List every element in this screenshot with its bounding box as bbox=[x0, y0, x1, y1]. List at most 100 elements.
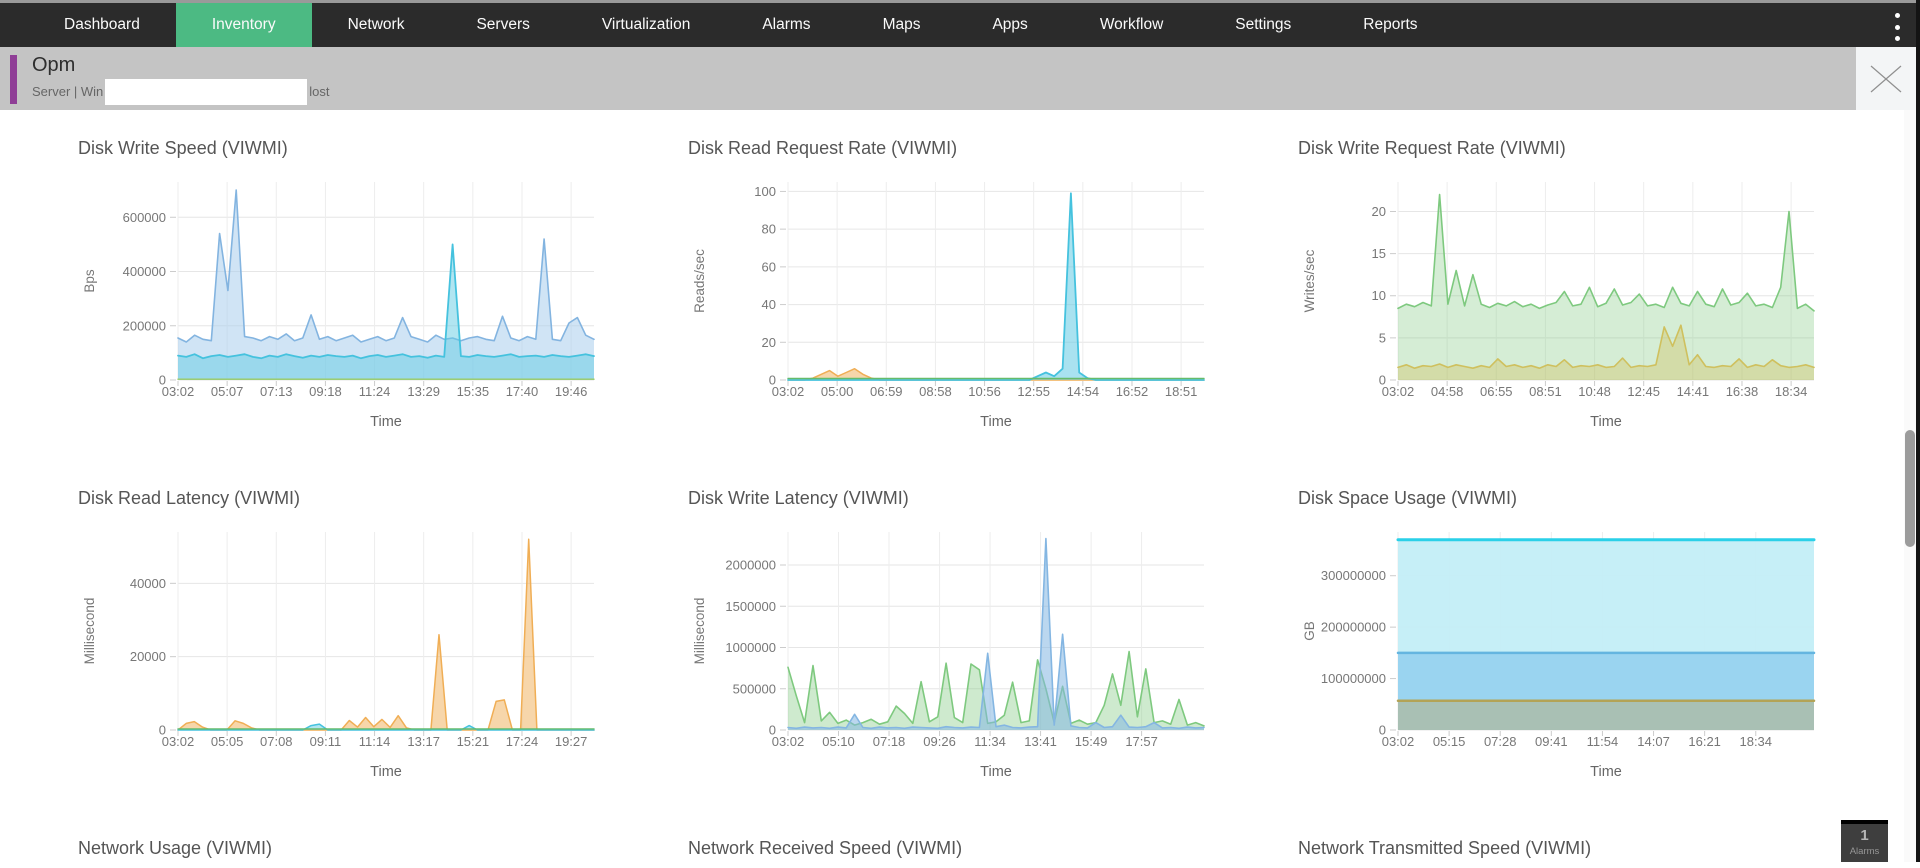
svg-text:Time: Time bbox=[980, 764, 1012, 780]
svg-text:400000: 400000 bbox=[123, 264, 166, 279]
svg-text:06:59: 06:59 bbox=[870, 384, 903, 399]
alarms-badge[interactable]: 1 Alarms bbox=[1841, 820, 1888, 862]
close-button[interactable] bbox=[1856, 47, 1916, 110]
svg-text:05:10: 05:10 bbox=[822, 734, 855, 749]
chart-title: Network Received Speed (VIWMI) bbox=[688, 838, 1298, 860]
svg-text:05:15: 05:15 bbox=[1433, 734, 1466, 749]
svg-text:10:56: 10:56 bbox=[968, 384, 1001, 399]
svg-text:5: 5 bbox=[1379, 330, 1386, 345]
svg-text:09:26: 09:26 bbox=[923, 734, 956, 749]
svg-text:Bps: Bps bbox=[82, 269, 97, 293]
redaction-box bbox=[105, 79, 307, 105]
chart-title: Network Transmitted Speed (VIWMI) bbox=[1298, 838, 1822, 860]
alarms-label: Alarms bbox=[1841, 846, 1888, 857]
top-nav: Dashboard Inventory Network Servers Virt… bbox=[0, 0, 1920, 47]
nav-item-maps[interactable]: Maps bbox=[847, 3, 957, 47]
nav-item-virtualization[interactable]: Virtualization bbox=[566, 3, 726, 47]
svg-text:40: 40 bbox=[762, 297, 776, 312]
nav-item-apps[interactable]: Apps bbox=[956, 3, 1063, 47]
kebab-menu-icon[interactable] bbox=[1890, 13, 1904, 41]
alarms-count: 1 bbox=[1841, 826, 1888, 846]
svg-text:10: 10 bbox=[1372, 288, 1386, 303]
nav-item-dashboard[interactable]: Dashboard bbox=[28, 3, 176, 47]
svg-text:04:58: 04:58 bbox=[1431, 384, 1464, 399]
svg-text:16:21: 16:21 bbox=[1688, 734, 1721, 749]
svg-text:40000: 40000 bbox=[130, 576, 166, 591]
svg-text:05:00: 05:00 bbox=[821, 384, 854, 399]
header-accent-bar bbox=[10, 55, 17, 104]
svg-text:03:02: 03:02 bbox=[162, 734, 195, 749]
svg-text:300000000: 300000000 bbox=[1321, 568, 1386, 583]
svg-text:Writes/sec: Writes/sec bbox=[1302, 249, 1317, 312]
chart-network-transmitted-speed: Network Transmitted Speed (VIWMI) bbox=[1298, 838, 1822, 868]
svg-text:20: 20 bbox=[1372, 204, 1386, 219]
chart-title: Disk Space Usage (VIWMI) bbox=[1298, 488, 1822, 510]
svg-text:13:17: 13:17 bbox=[407, 734, 440, 749]
scrollbar-thumb[interactable] bbox=[1905, 430, 1915, 547]
svg-text:Time: Time bbox=[1590, 414, 1622, 430]
svg-text:03:02: 03:02 bbox=[772, 734, 805, 749]
device-subtitle-prefix: Server | Win bbox=[32, 84, 103, 99]
svg-text:13:29: 13:29 bbox=[407, 384, 440, 399]
device-subtitle-suffix: lost bbox=[309, 84, 329, 99]
svg-text:100000000: 100000000 bbox=[1321, 671, 1386, 686]
close-icon bbox=[1870, 65, 1902, 93]
svg-text:15:35: 15:35 bbox=[457, 384, 490, 399]
svg-text:17:40: 17:40 bbox=[506, 384, 539, 399]
nav-item-inventory[interactable]: Inventory bbox=[176, 3, 312, 47]
nav-item-workflow[interactable]: Workflow bbox=[1064, 3, 1199, 47]
svg-text:20: 20 bbox=[762, 335, 776, 350]
nav-item-reports[interactable]: Reports bbox=[1327, 3, 1453, 47]
svg-text:03:02: 03:02 bbox=[162, 384, 195, 399]
chart-title: Disk Read Latency (VIWMI) bbox=[78, 488, 688, 510]
svg-text:07:18: 07:18 bbox=[873, 734, 906, 749]
svg-text:11:34: 11:34 bbox=[974, 734, 1006, 749]
svg-text:14:07: 14:07 bbox=[1637, 734, 1670, 749]
nav-item-alarms[interactable]: Alarms bbox=[726, 3, 846, 47]
svg-text:03:02: 03:02 bbox=[772, 384, 805, 399]
svg-text:Reads/sec: Reads/sec bbox=[692, 249, 707, 313]
svg-text:16:38: 16:38 bbox=[1726, 384, 1759, 399]
svg-text:GB: GB bbox=[1302, 621, 1317, 641]
svg-text:Millisecond: Millisecond bbox=[692, 598, 707, 665]
svg-text:11:24: 11:24 bbox=[359, 384, 391, 399]
svg-text:2000000: 2000000 bbox=[725, 558, 776, 573]
svg-text:09:18: 09:18 bbox=[309, 384, 342, 399]
window-edge bbox=[1916, 0, 1920, 862]
chart-title: Disk Write Latency (VIWMI) bbox=[688, 488, 1298, 510]
svg-text:07:08: 07:08 bbox=[260, 734, 293, 749]
chart-title: Disk Write Speed (VIWMI) bbox=[78, 138, 688, 160]
svg-text:Time: Time bbox=[980, 414, 1012, 430]
chart-title: Disk Write Request Rate (VIWMI) bbox=[1298, 138, 1822, 160]
chart-network-received-speed: Network Received Speed (VIWMI) bbox=[688, 838, 1298, 868]
svg-text:200000000: 200000000 bbox=[1321, 620, 1386, 635]
svg-text:08:58: 08:58 bbox=[919, 384, 952, 399]
svg-text:17:57: 17:57 bbox=[1125, 734, 1158, 749]
svg-text:20000: 20000 bbox=[130, 649, 166, 664]
svg-text:14:54: 14:54 bbox=[1067, 384, 1100, 399]
svg-text:1500000: 1500000 bbox=[725, 599, 776, 614]
nav-item-settings[interactable]: Settings bbox=[1199, 3, 1327, 47]
svg-text:03:02: 03:02 bbox=[1382, 734, 1415, 749]
svg-text:06:55: 06:55 bbox=[1480, 384, 1513, 399]
chart-title: Network Usage (VIWMI) bbox=[78, 838, 688, 860]
svg-text:11:14: 11:14 bbox=[359, 734, 391, 749]
svg-text:60: 60 bbox=[762, 259, 776, 274]
nav-item-servers[interactable]: Servers bbox=[440, 3, 565, 47]
svg-text:19:27: 19:27 bbox=[555, 734, 588, 749]
svg-text:600000: 600000 bbox=[123, 210, 166, 225]
svg-text:200000: 200000 bbox=[123, 318, 166, 333]
nav-item-network[interactable]: Network bbox=[312, 3, 441, 47]
svg-text:07:28: 07:28 bbox=[1484, 734, 1517, 749]
svg-text:18:34: 18:34 bbox=[1739, 734, 1772, 749]
